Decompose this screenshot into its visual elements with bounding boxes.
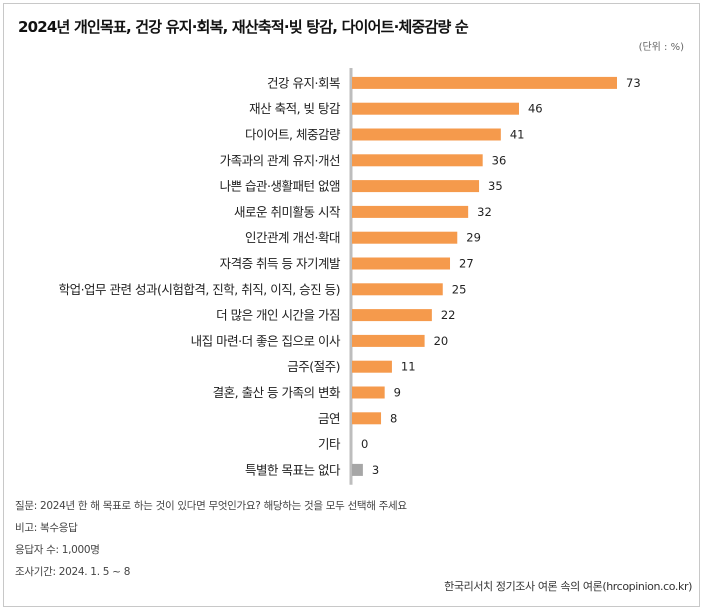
unit-label: (단위 : %) bbox=[638, 42, 684, 53]
value-label: 22 bbox=[441, 308, 456, 322]
category-label: 내집 마련·더 좋은 집으로 이사 bbox=[191, 333, 341, 348]
category-label: 특별한 목표는 없다 bbox=[245, 462, 341, 477]
bar bbox=[352, 205, 469, 218]
bar bbox=[352, 76, 617, 89]
bar bbox=[352, 283, 443, 296]
category-label: 인간관계 개선·확대 bbox=[245, 230, 340, 245]
bar bbox=[352, 180, 480, 193]
value-label: 35 bbox=[488, 179, 503, 193]
bar bbox=[352, 154, 483, 167]
bar bbox=[352, 463, 363, 476]
category-label: 금주(절주) bbox=[287, 359, 340, 374]
chart-title: 2024년 개인목표, 건강 유지·회복, 재산축적·빚 탕감, 다이어트·체중… bbox=[18, 18, 469, 36]
value-label: 0 bbox=[361, 437, 368, 451]
bar bbox=[352, 386, 385, 399]
bar bbox=[352, 412, 382, 425]
footer-respondents: 응답자 수: 1,000명 bbox=[15, 544, 100, 556]
value-label: 32 bbox=[477, 205, 492, 219]
category-label: 더 많은 개인 시간을 가짐 bbox=[216, 308, 340, 323]
value-label: 3 bbox=[372, 463, 379, 477]
footer-note: 비고: 복수응답 bbox=[15, 522, 78, 534]
category-label: 학업·업무 관련 성과(시험합격, 진학, 취직, 이직, 승진 등) bbox=[59, 282, 340, 297]
category-label: 새로운 취미활동 시작 bbox=[234, 204, 341, 219]
chart-frame bbox=[3, 3, 700, 607]
value-label: 46 bbox=[528, 102, 543, 116]
value-label: 11 bbox=[401, 360, 416, 374]
value-label: 9 bbox=[394, 386, 401, 400]
footer-source: 한국리서치 정기조사 여론 속의 여론(hrcopinion.co.kr) bbox=[444, 580, 692, 593]
bar bbox=[352, 257, 451, 270]
value-label: 29 bbox=[466, 231, 481, 245]
bar bbox=[352, 231, 458, 244]
value-label: 8 bbox=[390, 411, 397, 425]
category-label: 건강 유지·회복 bbox=[267, 75, 340, 90]
bar bbox=[352, 334, 425, 347]
category-label: 결혼, 출산 등 가족의 변화 bbox=[213, 385, 341, 400]
value-label: 73 bbox=[626, 76, 641, 90]
category-label: 나쁜 습관·생활패턴 없앰 bbox=[220, 179, 340, 194]
value-label: 20 bbox=[434, 334, 449, 348]
bar bbox=[352, 309, 432, 322]
category-label: 자격증 취득 등 자기계발 bbox=[220, 256, 341, 271]
category-label: 기타 bbox=[318, 437, 341, 452]
value-label: 25 bbox=[452, 282, 467, 296]
value-label: 36 bbox=[492, 153, 507, 167]
category-label: 재산 축적, 빚 탕감 bbox=[249, 101, 341, 116]
bar bbox=[352, 102, 519, 115]
value-label: 27 bbox=[459, 257, 474, 271]
bar bbox=[352, 360, 392, 373]
value-label: 41 bbox=[510, 128, 525, 142]
category-label: 금연 bbox=[318, 411, 340, 426]
footer-question: 질문: 2024년 한 해 목표로 하는 것이 있다면 무엇인가요? 해당하는 … bbox=[15, 500, 407, 512]
category-label: 가족과의 관계 유지·개선 bbox=[220, 153, 340, 168]
footer-period: 조사기간: 2024. 1. 5 ~ 8 bbox=[15, 566, 131, 578]
category-label: 다이어트, 체중감량 bbox=[245, 127, 341, 142]
bar bbox=[352, 128, 501, 141]
